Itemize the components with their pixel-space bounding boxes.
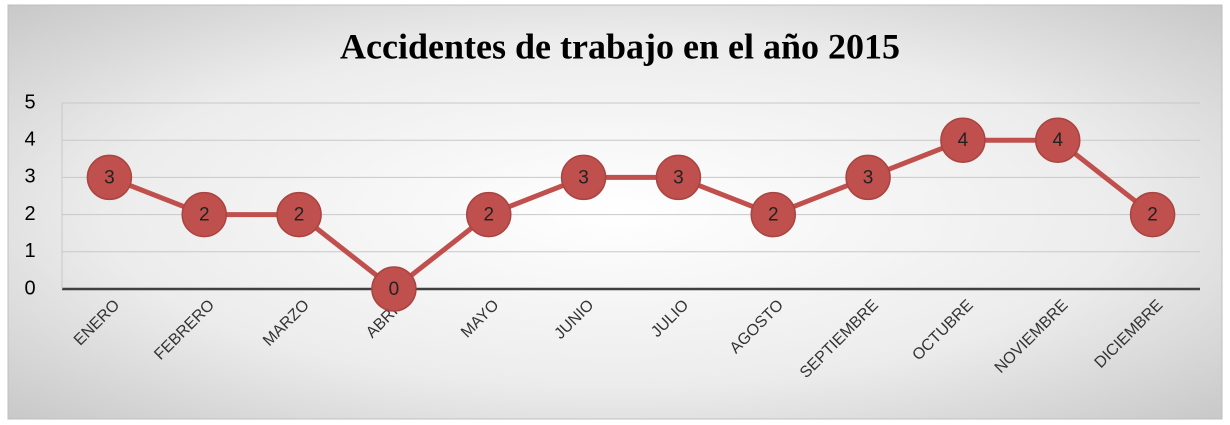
data-label: 2 — [199, 205, 210, 226]
y-tick-label: 1 — [24, 240, 35, 262]
data-label: 2 — [768, 205, 779, 226]
data-marker — [86, 154, 133, 201]
data-marker — [750, 191, 796, 238]
data-label: 3 — [673, 167, 684, 188]
y-tick-label: 2 — [24, 203, 35, 225]
data-marker — [655, 154, 702, 201]
data-label: 2 — [1147, 205, 1158, 226]
y-tick-label: 5 — [24, 91, 35, 113]
data-label: 4 — [958, 130, 969, 151]
y-tick-label: 3 — [24, 166, 35, 188]
data-label: 0 — [389, 279, 400, 300]
data-marker — [940, 117, 986, 163]
data-marker — [181, 191, 227, 238]
data-marker — [276, 191, 322, 238]
data-marker — [1129, 191, 1176, 238]
y-tick-label: 0 — [24, 277, 35, 299]
data-marker — [466, 191, 512, 238]
data-marker — [845, 154, 891, 201]
data-label: 3 — [578, 167, 589, 188]
data-label: 3 — [863, 167, 874, 188]
data-label: 3 — [104, 167, 115, 188]
data-marker — [371, 266, 417, 312]
data-label: 4 — [1052, 130, 1063, 151]
chart-title: Accidentes de trabajo en el año 2015 — [340, 26, 900, 66]
data-marker — [1035, 117, 1081, 163]
data-label: 2 — [294, 205, 305, 226]
y-tick-label: 4 — [24, 128, 35, 150]
data-marker — [560, 154, 607, 201]
data-label: 2 — [483, 205, 494, 226]
